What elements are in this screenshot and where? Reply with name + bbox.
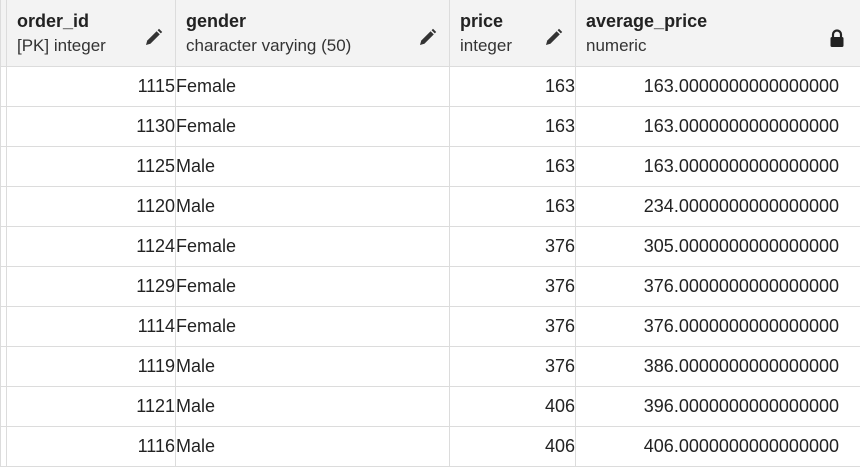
row-selector[interactable] [0, 106, 7, 147]
table-row[interactable]: 1121 Male 406 396.0000000000000000 [0, 386, 860, 427]
row-selector[interactable] [0, 346, 7, 387]
cell-order-id[interactable]: 1119 [6, 346, 176, 387]
column-name: price [460, 11, 504, 31]
cell-average-price[interactable]: 386.0000000000000000 [575, 346, 860, 387]
row-selector[interactable] [0, 266, 7, 307]
pencil-icon[interactable] [417, 28, 437, 48]
cell-average-price[interactable]: 376.0000000000000000 [575, 306, 860, 347]
row-selector[interactable] [0, 226, 7, 267]
table-row[interactable]: 1115 Female 163 163.0000000000000000 [0, 66, 860, 107]
cell-order-id[interactable]: 1121 [6, 386, 176, 427]
table-row[interactable]: 1124 Female 376 305.0000000000000000 [0, 226, 860, 267]
column-header-price[interactable]: price integer [449, 0, 576, 67]
cell-order-id[interactable]: 1116 [6, 426, 176, 467]
cell-gender[interactable]: Female [175, 266, 450, 307]
cell-price[interactable]: 376 [449, 346, 576, 387]
cell-price[interactable]: 406 [449, 386, 576, 427]
table-row[interactable]: 1116 Male 406 406.0000000000000000 [0, 426, 860, 467]
table-row[interactable]: 1119 Male 376 386.0000000000000000 [0, 346, 860, 387]
column-header-gender[interactable]: gender character varying (50) [175, 0, 450, 67]
cell-gender[interactable]: Female [175, 306, 450, 347]
cell-average-price[interactable]: 305.0000000000000000 [575, 226, 860, 267]
cell-order-id[interactable]: 1120 [6, 186, 176, 227]
cell-order-id[interactable]: 1114 [6, 306, 176, 347]
column-type: character varying (50) [186, 36, 352, 55]
row-selector[interactable] [0, 146, 7, 187]
lock-icon [830, 29, 844, 47]
cell-price[interactable]: 376 [449, 306, 576, 347]
cell-gender[interactable]: Female [175, 106, 450, 147]
cell-order-id[interactable]: 1125 [6, 146, 176, 187]
table-row[interactable]: 1129 Female 376 376.0000000000000000 [0, 266, 860, 307]
cell-average-price[interactable]: 406.0000000000000000 [575, 426, 860, 467]
column-type: numeric [586, 36, 647, 55]
column-name: gender [186, 11, 247, 31]
cell-order-id[interactable]: 1129 [6, 266, 176, 307]
table-row[interactable]: 1130 Female 163 163.0000000000000000 [0, 106, 860, 147]
table-row[interactable]: 1114 Female 376 376.0000000000000000 [0, 306, 860, 347]
cell-gender[interactable]: Female [175, 66, 450, 107]
cell-order-id[interactable]: 1130 [6, 106, 176, 147]
cell-gender[interactable]: Female [175, 226, 450, 267]
column-name: average_price [586, 11, 708, 31]
column-type: [PK] integer [17, 36, 106, 55]
cell-price[interactable]: 163 [449, 146, 576, 187]
row-selector[interactable] [0, 66, 7, 107]
cell-order-id[interactable]: 1124 [6, 226, 176, 267]
column-name: order_id [17, 11, 90, 31]
cell-average-price[interactable]: 234.0000000000000000 [575, 186, 860, 227]
pencil-icon[interactable] [543, 28, 563, 48]
row-gutter-header[interactable] [0, 0, 7, 67]
cell-price[interactable]: 163 [449, 106, 576, 147]
cell-average-price[interactable]: 376.0000000000000000 [575, 266, 860, 307]
cell-gender[interactable]: Male [175, 146, 450, 187]
pencil-icon[interactable] [143, 28, 163, 48]
cell-price[interactable]: 376 [449, 226, 576, 267]
cell-average-price[interactable]: 163.0000000000000000 [575, 66, 860, 107]
table-row[interactable]: 1120 Male 163 234.0000000000000000 [0, 186, 860, 227]
table-row[interactable]: 1125 Male 163 163.0000000000000000 [0, 146, 860, 187]
cell-price[interactable]: 376 [449, 266, 576, 307]
column-header-order-id[interactable]: order_id [PK] integer [6, 0, 176, 67]
row-selector[interactable] [0, 306, 7, 347]
cell-gender[interactable]: Male [175, 186, 450, 227]
cell-gender[interactable]: Male [175, 386, 450, 427]
cell-average-price[interactable]: 163.0000000000000000 [575, 146, 860, 187]
row-selector[interactable] [0, 386, 7, 427]
row-selector[interactable] [0, 186, 7, 227]
cell-price[interactable]: 163 [449, 66, 576, 107]
cell-gender[interactable]: Male [175, 426, 450, 467]
column-header-average-price[interactable]: average_price numeric [575, 0, 860, 67]
cell-average-price[interactable]: 163.0000000000000000 [575, 106, 860, 147]
cell-price[interactable]: 163 [449, 186, 576, 227]
header-row: order_id [PK] integer gender character v… [0, 0, 860, 67]
cell-gender[interactable]: Male [175, 346, 450, 387]
column-type: integer [460, 36, 512, 55]
cell-price[interactable]: 406 [449, 426, 576, 467]
cell-order-id[interactable]: 1115 [6, 66, 176, 107]
cell-average-price[interactable]: 396.0000000000000000 [575, 386, 860, 427]
row-selector[interactable] [0, 426, 7, 467]
